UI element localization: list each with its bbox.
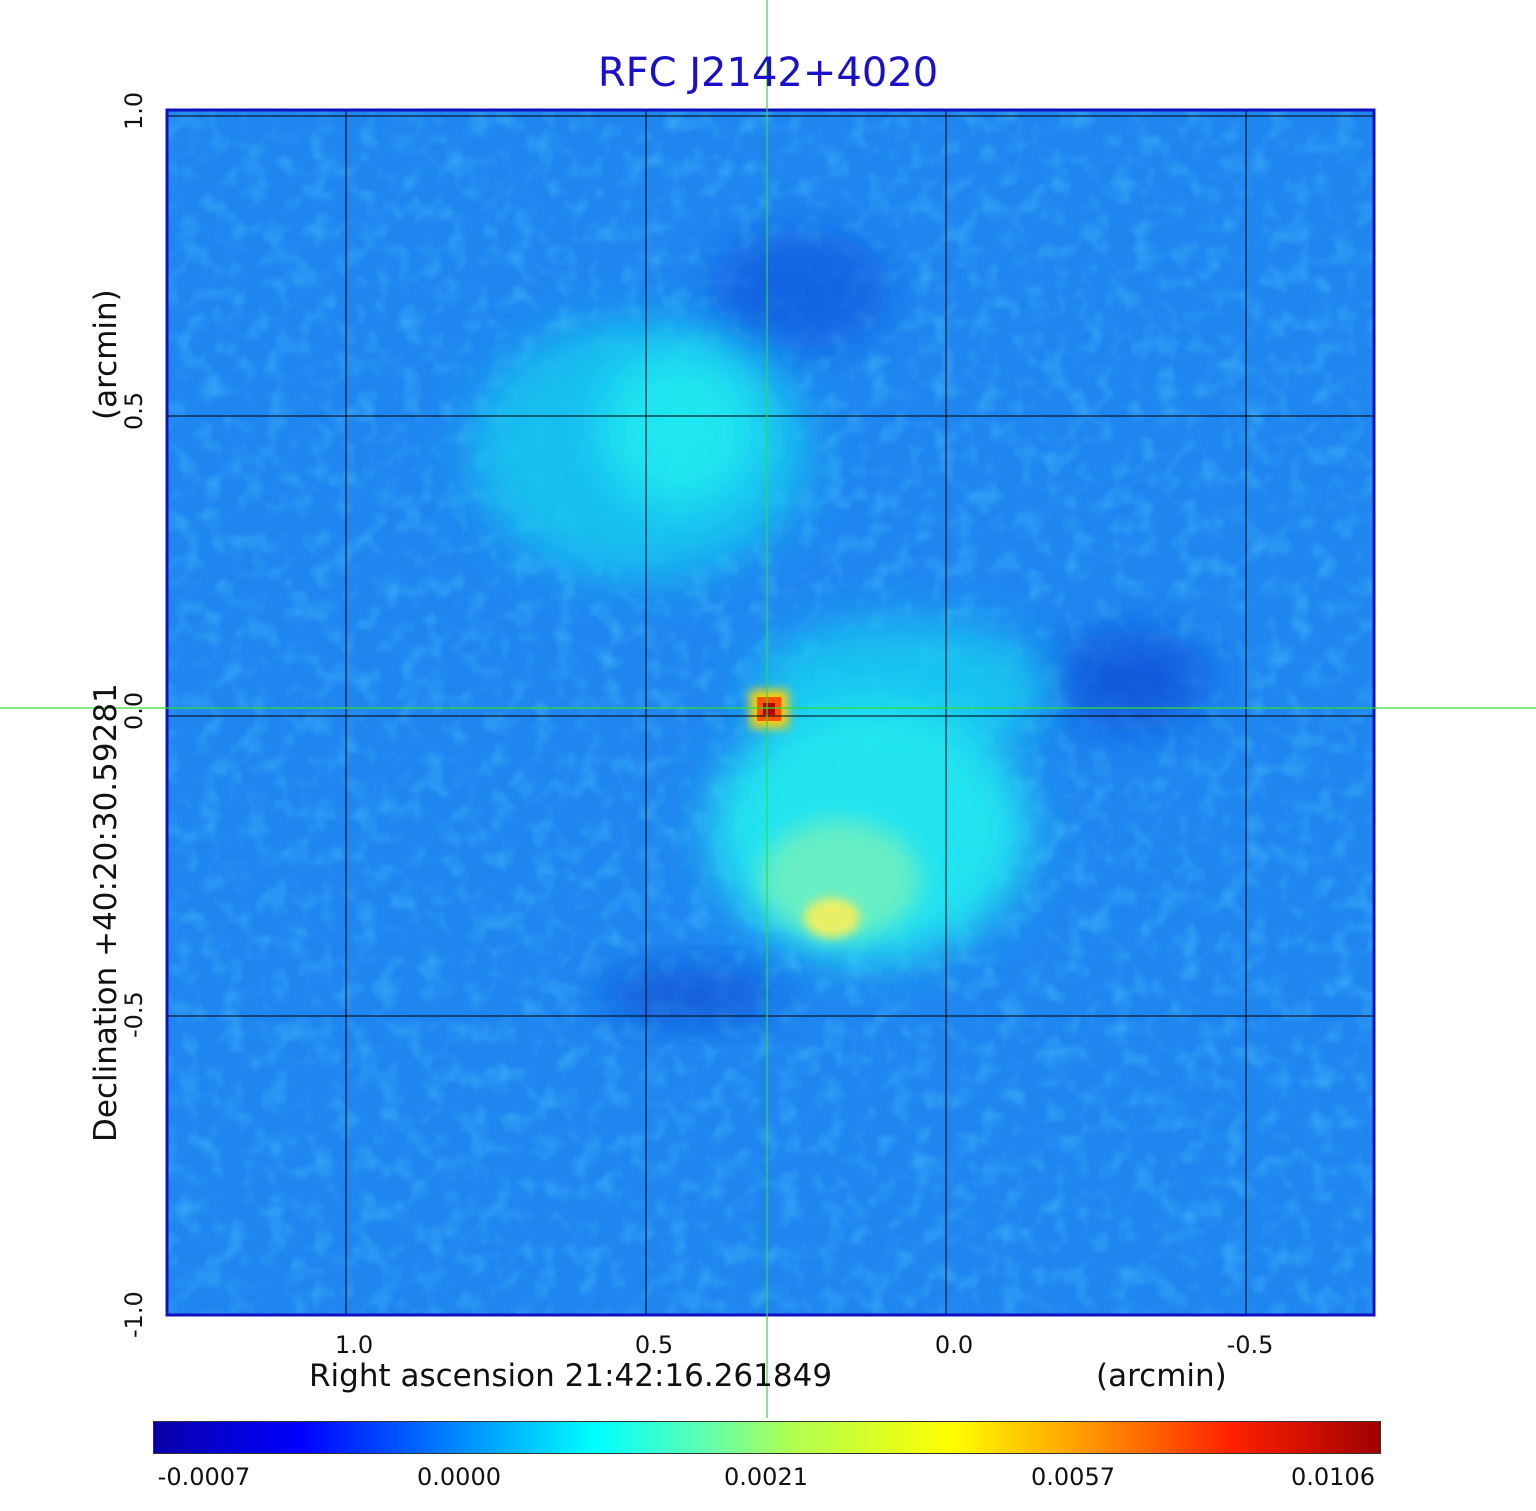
north-lobe-core	[600, 350, 760, 510]
sky-image	[167, 110, 1374, 1315]
plot-frame	[165, 108, 1376, 1317]
image-title: RFC J2142+4020	[597, 50, 939, 96]
crosshair	[0, 0, 1536, 1418]
colorbar-tick-label: 0.0057	[1031, 1463, 1115, 1491]
y-tick-label: 1.0	[120, 91, 148, 130]
x-tick-label: -0.5	[1226, 1331, 1274, 1359]
x-tick-label: 1.0	[334, 1331, 374, 1359]
x-tick-label: 0.5	[634, 1331, 674, 1359]
colorbar-tick-label: 0.0000	[417, 1463, 501, 1491]
x-axis-unit: (arcmin)	[1096, 1358, 1227, 1394]
dark-patch	[600, 970, 780, 1020]
y-tick-label: 0.0	[120, 691, 148, 730]
y-tick-label: -1.0	[120, 1291, 148, 1338]
y-axis-unit: (arcmin)	[88, 289, 124, 420]
x-axis-label: Right ascension 21:42:16.261849	[309, 1358, 833, 1394]
x-tick-label: 0.0	[934, 1331, 974, 1359]
y-tick-label: -0.5	[120, 991, 148, 1038]
colorbar-tick-label: 0.0021	[724, 1463, 808, 1491]
south-lobe-core	[760, 820, 920, 940]
dark-patch	[710, 230, 890, 350]
core-peak	[763, 703, 775, 715]
coordinate-grid	[167, 110, 1374, 1315]
y-tick-label: 0.5	[120, 391, 148, 430]
colorbar-tick-label: 0.0106	[1291, 1463, 1375, 1491]
y-axis-label: Declination +40:20:30.59281	[88, 683, 124, 1142]
south-hotspot	[804, 898, 860, 938]
colorbar	[153, 1421, 1381, 1454]
dark-patch	[1050, 630, 1210, 730]
colorbar-tick-label: -0.0007	[157, 1463, 251, 1491]
